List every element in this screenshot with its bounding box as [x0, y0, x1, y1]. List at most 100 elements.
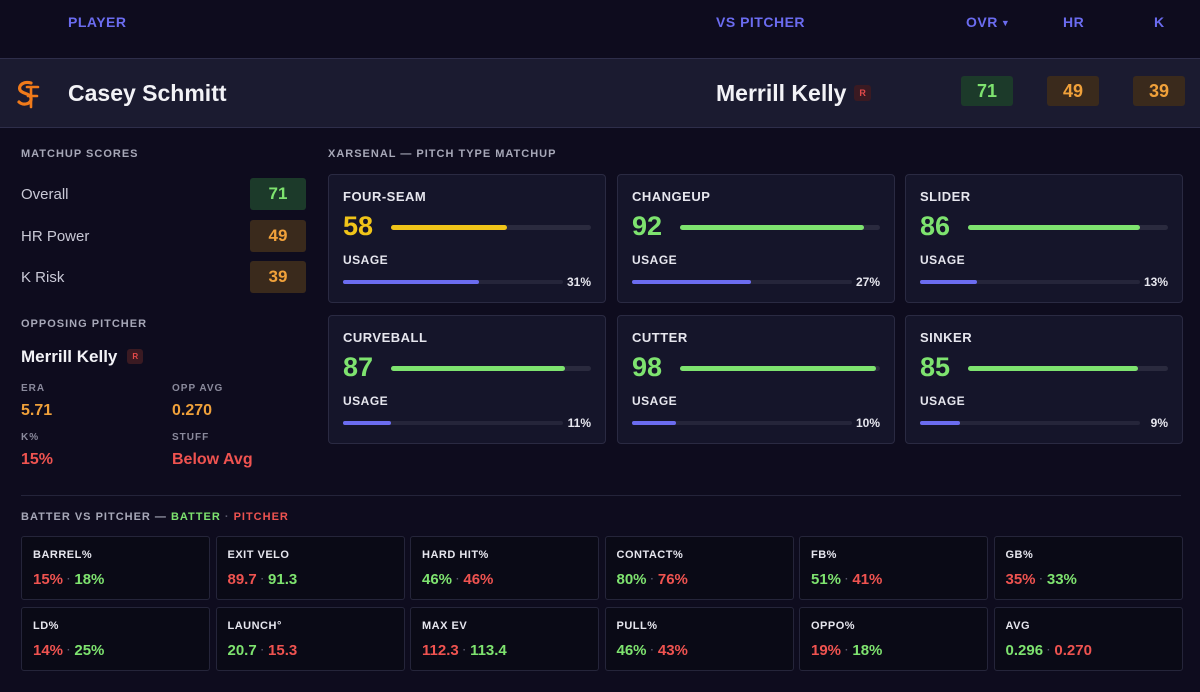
bvp-stat-card: LAUNCH° 20.7 · 15.3	[215, 607, 405, 671]
bvp-stat-name: GB%	[1005, 549, 1034, 561]
pitch-name: CHANGEUP	[632, 189, 711, 204]
matchup-score-label: HR Power	[21, 228, 90, 245]
bvp-stat-values: 0.296 · 0.270	[1006, 642, 1092, 659]
bvp-stat-card: HARD HIT% 46% · 46%	[410, 536, 599, 600]
pitcher-value: 15.3	[268, 642, 298, 659]
matchup-score-value: 49	[250, 220, 306, 252]
value-separator-dot: ·	[67, 574, 71, 585]
value-separator-dot: ·	[456, 574, 460, 585]
bvp-stat-card: AVG 0.296 · 0.270	[993, 607, 1183, 671]
bvp-stat-name: HARD HIT%	[422, 549, 489, 561]
batter-value: 80%	[616, 571, 647, 588]
column-header-ovr[interactable]: OVR ▼	[966, 14, 1010, 30]
batter-value: 14%	[33, 642, 64, 659]
bvp-stat-name: FB%	[811, 549, 837, 561]
column-header-hr[interactable]: HR	[1063, 14, 1085, 30]
matchup-score-overall: Overall 71	[21, 178, 306, 210]
bvp-stat-card: BARREL% 15% · 18%	[21, 536, 210, 600]
usage-value: 13%	[1143, 275, 1168, 289]
matchup-scores-title: MATCHUP SCORES	[21, 148, 139, 160]
bvp-stat-values: 14% · 25%	[33, 642, 104, 659]
k-pct-label: K%	[21, 432, 40, 443]
value-separator-dot: ·	[462, 645, 467, 656]
usage-label: USAGE	[632, 253, 678, 267]
bvp-stat-card: LD% 14% · 25%	[21, 607, 210, 671]
usage-label: USAGE	[920, 253, 966, 267]
pitcher-hand-badge: R	[854, 84, 871, 101]
pitch-score-bar	[391, 366, 591, 371]
pitcher-value: 91.3	[268, 571, 298, 588]
usage-bar	[343, 421, 563, 425]
bvp-stat-name: EXIT VELO	[227, 549, 290, 561]
bvp-stat-card: OPPO% 19% · 18%	[799, 607, 988, 671]
pitch-score-bar-fill	[391, 225, 507, 230]
pitch-score-bar-fill	[391, 366, 565, 371]
pitch-card[interactable]: FOUR-SEAM 58 USAGE 31%	[328, 174, 606, 303]
pitch-card[interactable]: CUTTER 98 USAGE 10%	[617, 315, 895, 444]
pitcher-value: 25%	[74, 642, 105, 659]
table-header: PLAYER VS PITCHER OVR ▼ HR K	[0, 0, 1200, 58]
pitcher-name: Merrill Kelly R	[716, 80, 871, 107]
pitcher-value: 41%	[852, 571, 883, 588]
usage-label: USAGE	[920, 394, 966, 408]
column-header-k[interactable]: K	[1154, 14, 1165, 30]
matchup-score-value: 71	[250, 178, 306, 210]
stuff-value: Below Avg	[172, 451, 253, 468]
bvp-stat-card: GB% 35% · 33%	[993, 536, 1183, 600]
player-name[interactable]: Casey Schmitt	[68, 80, 227, 106]
caret-down-icon: ▼	[1000, 18, 1011, 28]
usage-bar	[920, 421, 1140, 425]
bvp-stat-values: 19% · 18%	[811, 642, 882, 659]
usage-value: 10%	[855, 416, 880, 430]
usage-bar-fill	[632, 421, 676, 425]
pitcher-value: 0.270	[1054, 642, 1092, 659]
pitch-card[interactable]: CHANGEUP 92 USAGE 27%	[617, 174, 895, 303]
column-header-vs-pitcher[interactable]: VS PITCHER	[716, 14, 806, 30]
k-score-badge: 39	[1133, 76, 1185, 106]
opposing-pitcher-title: OPPOSING PITCHER	[21, 318, 148, 330]
matchup-score-k-risk: K Risk 39	[21, 261, 306, 293]
k-pct-value: 15%	[21, 451, 54, 468]
pitch-score: 86	[920, 211, 951, 241]
batter-value: 112.3	[422, 642, 459, 659]
era-label: ERA	[21, 383, 46, 394]
usage-bar-fill	[343, 280, 480, 284]
stuff-label: STUFF	[172, 432, 210, 443]
bvp-stat-name: BARREL%	[33, 549, 93, 561]
batter-value: 15%	[33, 571, 64, 588]
pitch-card[interactable]: SLIDER 86 USAGE 13%	[905, 174, 1183, 303]
batter-value: 46%	[616, 642, 647, 659]
bvp-separator: ·	[220, 511, 234, 523]
column-header-player[interactable]: PLAYER	[68, 14, 127, 30]
batter-value: 20.7	[227, 642, 257, 659]
value-separator-dot: ·	[260, 645, 265, 656]
bvp-stat-card: PULL% 46% · 43%	[604, 607, 794, 671]
pitch-card[interactable]: CURVEBALL 87 USAGE 11%	[328, 315, 606, 444]
pitch-score: 98	[632, 352, 663, 382]
batter-vs-pitcher-title: BATTER VS PITCHER — BATTER · PITCHER	[21, 511, 289, 523]
bvp-stat-values: 51% · 41%	[811, 571, 882, 588]
bvp-stat-values: 89.7 · 91.3	[228, 571, 298, 588]
usage-bar-fill	[632, 280, 751, 284]
opp-avg-value: 0.270	[172, 402, 213, 419]
hr-score-badge: 49	[1047, 76, 1099, 106]
bvp-stat-name: PULL%	[616, 620, 658, 632]
pitch-score: 85	[920, 352, 951, 382]
pitcher-value: 33%	[1046, 571, 1077, 588]
bvp-batter-legend: BATTER	[170, 511, 221, 523]
pitch-card[interactable]: SINKER 85 USAGE 9%	[905, 315, 1183, 444]
batter-value: 35%	[1005, 571, 1036, 588]
batter-value: 0.296	[1005, 642, 1044, 659]
pitch-score-bar-fill	[680, 225, 864, 230]
batter-value: 51%	[811, 571, 842, 588]
bvp-stat-card: EXIT VELO 89.7 · 91.3	[215, 536, 405, 600]
player-row[interactable]: Casey Schmitt Merrill Kelly R 71 49 39	[0, 58, 1200, 128]
pitcher-value: 46%	[463, 571, 494, 588]
value-separator-dot: ·	[1039, 574, 1043, 585]
pitch-name: CUTTER	[632, 330, 688, 345]
value-separator-dot: ·	[650, 645, 654, 656]
value-separator-dot: ·	[845, 574, 849, 585]
pitcher-value: 18%	[852, 642, 883, 659]
pitcher-name-text: Merrill Kelly	[716, 80, 847, 106]
pitcher-value: 113.4	[470, 642, 507, 659]
